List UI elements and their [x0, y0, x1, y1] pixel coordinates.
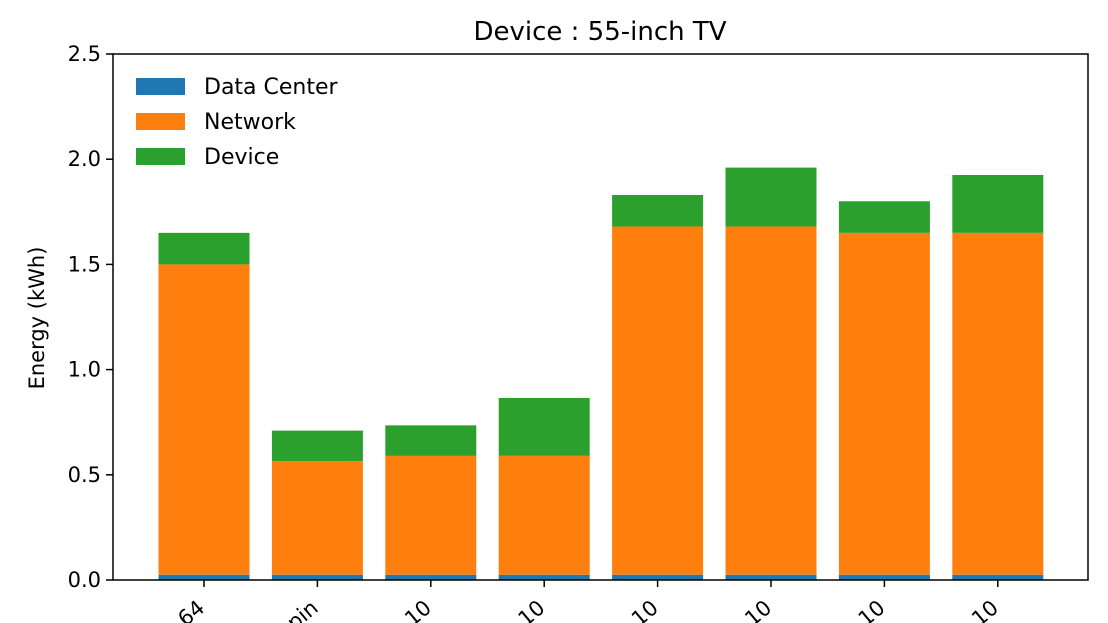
- bar-device-4: [612, 194, 704, 227]
- y-tick-label: 2.5: [68, 42, 101, 66]
- y-tick-label: 1.5: [68, 252, 101, 276]
- chart-title: Device : 55-inch TV: [473, 17, 726, 47]
- bar-device-3: [498, 398, 590, 456]
- bar-network-5: [725, 226, 817, 575]
- legend: Data Center Network Device: [136, 75, 339, 170]
- bar-device-0: [158, 232, 250, 265]
- x-tick-label: 10: [740, 595, 776, 623]
- bar-data-center-2: [385, 574, 477, 580]
- bar-device-7: [952, 174, 1044, 233]
- y-tick-label: 0.5: [68, 463, 101, 487]
- bar-network-0: [158, 264, 250, 575]
- bar-data-center-1: [271, 574, 363, 580]
- bar-data-center-5: [725, 574, 817, 580]
- plot-frame: [112, 53, 1089, 581]
- bar-device-2: [385, 425, 477, 456]
- legend-swatch-data-center: [136, 78, 185, 95]
- bar-network-3: [498, 455, 590, 575]
- x-tick-label: pin: [282, 595, 322, 623]
- bar-network-2: [385, 455, 477, 575]
- y-axis-label: Energy (kWh): [25, 247, 49, 390]
- x-tick-label: 64: [173, 595, 209, 623]
- y-tick-label: 0.0: [68, 568, 101, 592]
- legend-label: Network: [204, 110, 296, 135]
- legend-label: Device: [204, 145, 279, 170]
- y-tick-label: 2.0: [68, 147, 101, 171]
- bar-network-4: [612, 226, 704, 575]
- y-axis-ticks: 0.0 0.5 1.0 1.5 2.0 2.5: [68, 42, 113, 592]
- x-tick-label: 10: [627, 595, 663, 623]
- bar-network-1: [271, 461, 363, 575]
- x-tick-label: 10: [400, 595, 436, 623]
- bar-device-6: [838, 201, 930, 233]
- bar-device-5: [725, 167, 817, 227]
- x-tick-label: 10: [967, 595, 1003, 623]
- bars-layer: [158, 167, 1044, 580]
- bar-network-7: [952, 232, 1044, 575]
- bar-network-6: [838, 232, 930, 575]
- x-tick-label: 10: [854, 595, 890, 623]
- bar-device-1: [271, 430, 363, 462]
- bar-data-center-3: [498, 574, 590, 580]
- x-tick-label: 10: [514, 595, 550, 623]
- bar-data-center-7: [952, 574, 1044, 580]
- bar-data-center-6: [838, 574, 930, 580]
- bar-data-center-0: [158, 574, 250, 580]
- legend-swatch-network: [136, 113, 185, 130]
- y-tick-label: 1.0: [68, 358, 101, 382]
- bar-data-center-4: [612, 574, 704, 580]
- legend-label: Data Center: [204, 75, 339, 100]
- legend-swatch-device: [136, 148, 185, 165]
- x-axis-ticks: 64 pin 10 10 10 10 10 10: [173, 580, 1003, 623]
